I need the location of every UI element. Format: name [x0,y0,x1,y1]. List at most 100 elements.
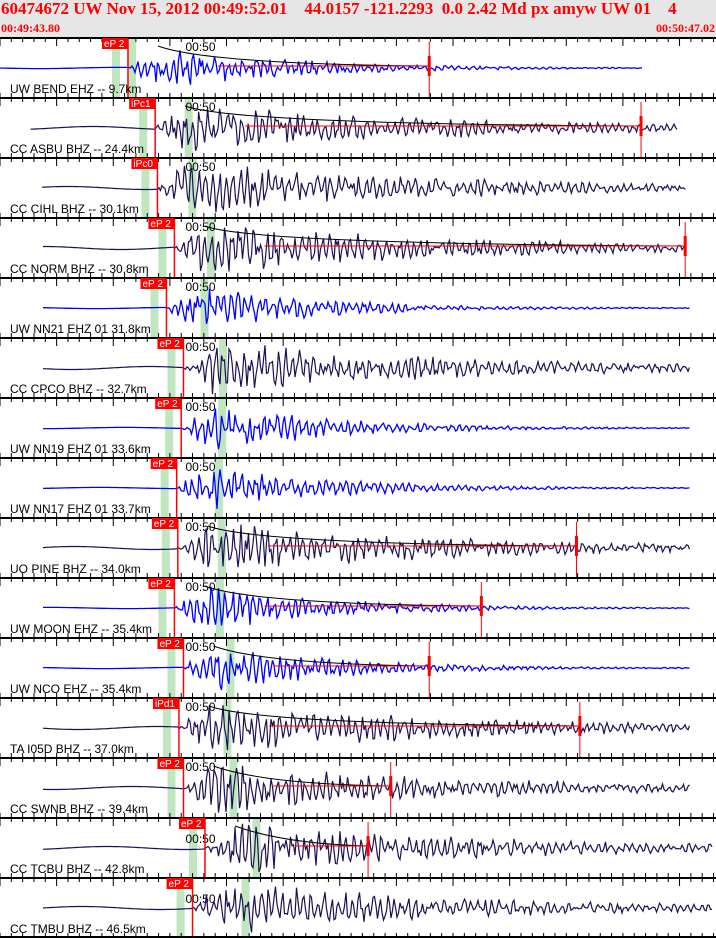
phase-pick-flag [178,818,205,829]
waveform-line [42,823,713,873]
phase-pick-label: eP 2 [142,279,163,290]
waveform-line [42,704,691,751]
seismogram-plot[interactable]: 00:50 eP 2 UW BEND EHZ -- 9.7km 00:50 iPc1 CC… [0,37,716,938]
station-label: TA I05D BHZ -- 37.0km [10,742,134,756]
trace-panel[interactable]: 00:50 eP 2 UW NN17 EHZ 01 33.7km [0,457,716,517]
window-bar [141,157,150,217]
phase-pick-flag [155,398,182,409]
window-bar [215,457,224,517]
waveform-line [43,652,690,691]
coda-end-marker [366,836,370,856]
coda-end-marker [389,776,393,796]
trace-panel[interactable]: 00:50 eP 2 CC SWNB BHZ -- 39.4km [0,757,716,817]
trace-panel[interactable]: 00:50 eP 2 UW MOON EHZ -- 35.4km [0,577,716,637]
waveform-line [43,408,690,450]
coda-fit-line [184,105,642,127]
phase-pick-label: eP 2 [169,879,190,890]
phase-pick-flag [129,98,156,109]
coda-fit-line [204,225,686,247]
phase-pick-label: eP 2 [150,579,171,590]
station-label: UW NCO EHZ -- 35.4km [10,682,141,696]
window-bar [161,517,170,577]
header-bar: 60474672 UW Nov 15, 2012 00:49:52.01 44.… [0,0,716,37]
phase-pick-flag [140,278,167,289]
event-title: 60474672 UW Nov 15, 2012 00:49:52.01 44.… [1,0,677,18]
coda-fit-line [213,645,430,667]
waveform-line [42,345,691,395]
window-bar [218,397,227,457]
trace-panel[interactable]: 00:50 eP 2 UW BEND EHZ -- 9.7km [0,37,716,97]
minute-label: 00:50 [185,40,215,54]
coda-end-marker [427,656,431,676]
trace-panel[interactable]: 00:50 eP 2 UO PINE BHZ -- 34.0km [0,517,716,577]
coda-fit-line [157,45,430,67]
station-label: CC CPCO BHZ -- 32.7km [10,382,147,396]
window-bar [252,817,261,877]
trace-panel[interactable]: 00:50 iPd1 TA I05D BHZ -- 37.0km [0,697,716,757]
coda-fit-line [207,525,577,547]
station-label: CC ASBU BHZ -- 24.4km [10,142,144,156]
waveform-line [43,288,690,324]
window-bar [167,757,176,817]
phase-pick-label: eP 2 [159,759,180,770]
trace-panel[interactable]: 00:50 eP 2 CC TCBU BHZ -- 42.8km [0,817,716,877]
trace-panel[interactable]: 00:50 eP 2 UW NCO EHZ -- 35.4km [0,637,716,697]
station-label: UW MOON EHZ -- 35.4km [10,622,152,636]
coda-end-marker [427,56,431,76]
trace-panel[interactable]: 00:50 eP 2 CC NORM BHZ -- 30.8km [0,217,716,277]
phase-pick-flag [101,38,128,49]
station-label: CC SWNB BHZ -- 39.4km [10,802,148,816]
waveform-line [41,165,686,213]
station-label: UW BEND EHZ -- 9.7km [10,82,141,96]
coda-end-marker [574,536,578,556]
trace-panel[interactable]: 00:50 iPc0 CC CIHL BHZ -- 30.1km [0,157,716,217]
window-bar [158,577,167,637]
minute-label: 00:50 [185,760,215,774]
station-label: UW NN21 EHZ 01 31.8km [10,322,151,336]
minute-label: 00:50 [185,160,215,174]
station-label: CC TMBU BHZ -- 46.5km [10,922,146,936]
window-bar [223,697,232,757]
waveform-line [30,108,678,151]
phase-pick-flag [157,338,184,349]
phase-pick-flag [150,458,177,469]
trace-panel[interactable]: 00:50 eP 2 UW NN21 EHZ 01 31.8km [0,277,716,337]
phase-pick-flag [148,578,175,589]
coda-fit-line [204,585,482,607]
minute-label: 00:50 [185,640,215,654]
window-bar [188,817,197,877]
waveform-line [43,469,690,509]
window-bar [218,337,227,397]
waveform-line [43,227,686,272]
waveform-line [0,50,643,85]
minute-label: 00:50 [185,580,215,594]
window-bar [176,877,185,937]
trace-panel[interactable]: 00:50 eP 2 CC CPCO BHZ -- 32.7km [0,337,716,397]
window-bar [158,217,167,277]
minute-label: 00:50 [185,520,215,534]
window-start-time: 00:49:43.80 [1,21,60,35]
waveform-line [42,886,712,933]
coda-end-marker [683,236,687,256]
station-label: UO PINE BHZ -- 34.0km [10,562,141,576]
phase-pick-label: eP 2 [153,459,174,470]
trace-panel[interactable]: 00:50 eP 2 UW NN19 EHZ 01 33.6km [0,397,716,457]
coda-end-marker [639,116,643,136]
waveform-line [42,524,691,568]
station-label: CC CIHL BHZ -- 30.1km [10,202,139,216]
window-end-time: 00:50:47.02 [656,21,715,35]
phase-pick-label: eP 2 [159,339,180,350]
minute-label: 00:50 [185,220,215,234]
waveform-line [43,765,690,813]
coda-fit-line [213,765,391,787]
phase-pick-label: iPd1 [155,699,175,710]
window-bar [165,397,174,457]
phase-pick-label: eP 2 [150,219,171,230]
minute-label: 00:50 [185,280,215,294]
phase-pick-label: eP 2 [159,639,180,650]
phase-pick-label: iPc1 [131,99,151,110]
minute-label: 00:50 [185,700,215,714]
coda-fit-line [208,705,580,727]
